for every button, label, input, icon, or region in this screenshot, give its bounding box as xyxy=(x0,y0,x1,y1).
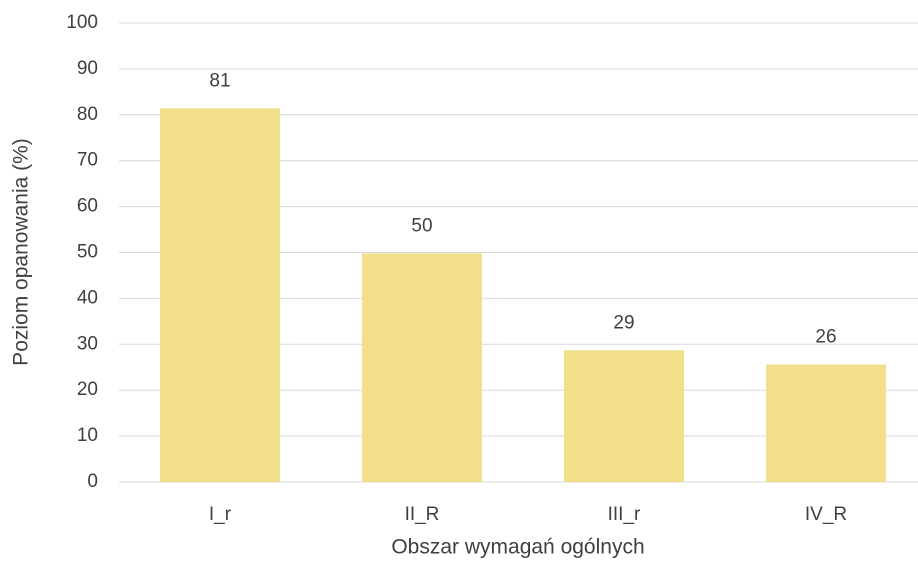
bar xyxy=(564,350,684,482)
bar xyxy=(160,108,280,483)
value-label: 29 xyxy=(613,312,634,333)
x-tick-label: I_r xyxy=(209,504,232,525)
y-tick-label: 60 xyxy=(77,196,98,217)
x-tick-label: III_r xyxy=(608,504,641,525)
y-tick-label: 0 xyxy=(87,471,98,492)
bar xyxy=(362,253,482,482)
y-tick-label: 90 xyxy=(77,58,98,79)
y-tick-label: 30 xyxy=(77,333,98,354)
x-tick-label: IV_R xyxy=(805,504,847,525)
y-tick-label: 100 xyxy=(66,12,98,33)
y-tick-label: 20 xyxy=(77,379,98,400)
x-tick-label: II_R xyxy=(405,504,440,525)
bar xyxy=(766,364,886,482)
y-tick-label: 10 xyxy=(77,425,98,446)
y-tick-label: 50 xyxy=(77,242,98,263)
x-axis-title: Obszar wymagań ogólnych xyxy=(391,536,644,559)
value-label: 26 xyxy=(815,327,836,348)
value-label: 81 xyxy=(209,70,230,91)
y-tick-label: 40 xyxy=(77,287,98,308)
y-axis-title: Poziom opanowania (%) xyxy=(10,138,33,366)
y-tick-label: 70 xyxy=(77,150,98,171)
value-label: 50 xyxy=(411,215,432,236)
y-tick-label: 80 xyxy=(77,104,98,125)
